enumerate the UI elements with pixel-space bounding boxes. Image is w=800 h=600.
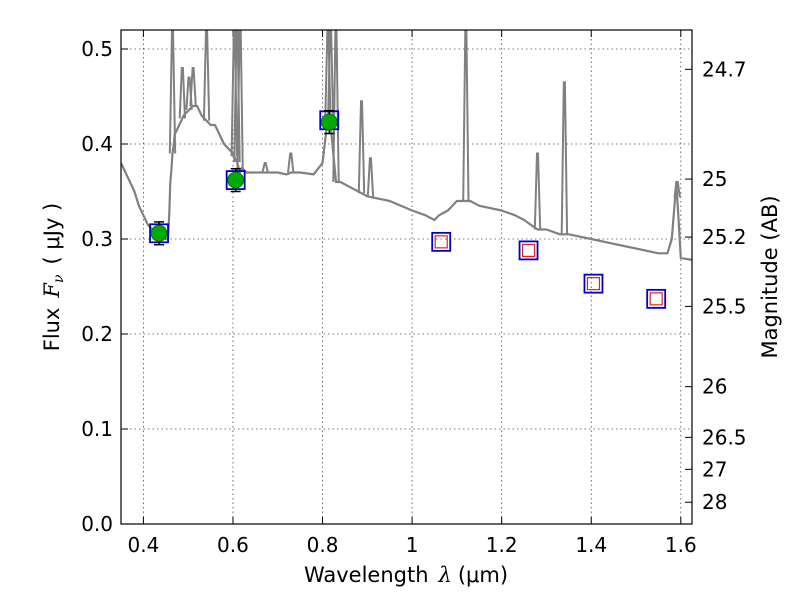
emission-line bbox=[287, 152, 295, 173]
emission-line bbox=[236, 30, 244, 172]
y-tick-label: 0.2 bbox=[81, 322, 113, 346]
x-axis-label: Wavelength λ (μm) bbox=[304, 563, 508, 587]
plot-frame bbox=[120, 29, 693, 525]
emission-line bbox=[202, 30, 211, 121]
grid-lines bbox=[121, 30, 692, 525]
y-tick-label: 0.4 bbox=[81, 132, 113, 156]
emission-line bbox=[533, 152, 542, 230]
upper-limit-square bbox=[434, 235, 448, 249]
plot-area bbox=[121, 30, 692, 261]
model-flux-square bbox=[518, 240, 539, 261]
spectrum-line bbox=[121, 104, 692, 261]
y-axis-ticks: 0.0 0.1 0.2 0.3 0.4 0.5 bbox=[81, 37, 128, 536]
x-tick-label: 1 bbox=[406, 533, 419, 557]
emission-line bbox=[357, 100, 366, 194]
detection-point bbox=[320, 113, 338, 131]
x-axis-ticks: 0.4 0.6 0.8 1 1.2 1.4 1.6 bbox=[127, 30, 697, 557]
marker-layer bbox=[149, 110, 667, 309]
emission-line bbox=[189, 67, 197, 107]
emission-line bbox=[168, 30, 177, 154]
series-layer bbox=[121, 30, 692, 261]
upper-limit-square bbox=[586, 277, 601, 291]
y2-tick-label: 26 bbox=[702, 375, 727, 399]
model-flux-square bbox=[646, 288, 667, 309]
y2-tick-label: 25.2 bbox=[702, 225, 747, 249]
emission-line bbox=[462, 30, 470, 202]
upper-limit-square bbox=[649, 292, 663, 306]
y2-axis-ticks: 24.7 25 25.2 25.5 26 26.5 27 28 bbox=[685, 57, 747, 514]
detection-point bbox=[150, 224, 168, 242]
y-axis-label: FluxFν( μJy ) bbox=[40, 203, 67, 351]
x-tick-label: 1.6 bbox=[665, 533, 697, 557]
y2-tick-label: 25.5 bbox=[702, 294, 747, 318]
x-tick-label: 0.6 bbox=[217, 533, 249, 557]
y-tick-label: 0.0 bbox=[81, 512, 113, 536]
y2-tick-label: 25 bbox=[702, 167, 727, 191]
x-tick-label: 0.4 bbox=[127, 533, 159, 557]
y2-tick-label: 26.5 bbox=[702, 425, 747, 449]
y-tick-label: 0.3 bbox=[81, 227, 113, 251]
y2-axis-label: Magnitude (AB) bbox=[758, 195, 782, 358]
emission-line bbox=[560, 81, 569, 235]
emission-line bbox=[178, 67, 186, 119]
upper-limit-square bbox=[521, 243, 536, 257]
model-flux-square bbox=[431, 231, 452, 252]
emission-line bbox=[673, 181, 681, 198]
x-tick-label: 1.2 bbox=[486, 533, 518, 557]
emission-line bbox=[261, 162, 269, 173]
y-tick-label: 0.5 bbox=[81, 37, 113, 61]
y2-tick-label: 24.7 bbox=[702, 57, 747, 81]
detection-point bbox=[227, 171, 245, 189]
y2-tick-label: 28 bbox=[702, 490, 727, 514]
emission-line bbox=[332, 30, 340, 183]
x-tick-label: 1.4 bbox=[575, 533, 607, 557]
y-tick-label: 0.1 bbox=[81, 417, 113, 441]
emission-line bbox=[326, 30, 335, 127]
x-tick-label: 0.8 bbox=[307, 533, 339, 557]
model-flux-square bbox=[583, 273, 604, 294]
emission-line bbox=[366, 157, 375, 197]
y2-tick-label: 27 bbox=[702, 457, 727, 481]
